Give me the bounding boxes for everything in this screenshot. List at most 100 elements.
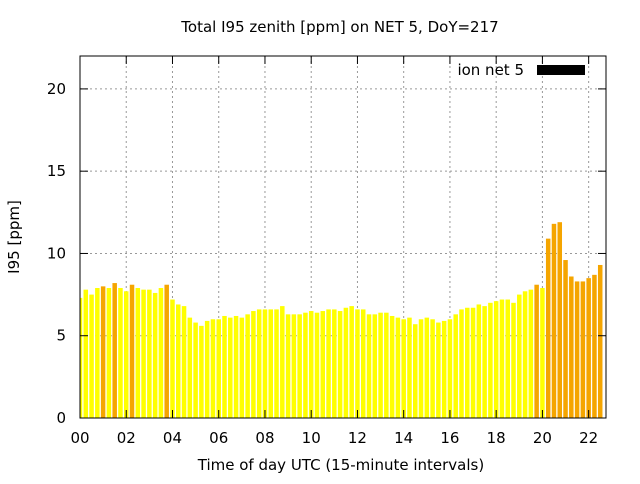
bar: [152, 292, 158, 418]
x-tick-label: 22: [579, 429, 598, 447]
bar: [424, 317, 430, 418]
bar: [187, 317, 193, 418]
bar: [280, 306, 285, 418]
bar: [401, 319, 406, 418]
bar: [228, 317, 233, 418]
bar: [337, 311, 343, 418]
bar: [297, 314, 302, 418]
y-tick-label: 15: [47, 162, 66, 180]
bar: [493, 301, 499, 418]
bar: [355, 309, 360, 418]
bar: [141, 289, 146, 418]
x-tick-label: 04: [163, 429, 182, 447]
x-tick-label: 18: [487, 429, 506, 447]
bar: [488, 302, 493, 418]
bar: [389, 315, 395, 418]
bar: [476, 304, 482, 418]
bar: [366, 314, 372, 418]
bar: [326, 309, 331, 418]
bar: [176, 304, 181, 418]
legend-swatch: [537, 65, 585, 75]
bar: [418, 319, 424, 418]
bar: [465, 307, 470, 418]
bar: [459, 309, 464, 418]
bar: [453, 314, 458, 418]
bar: [545, 238, 551, 418]
bar: [511, 302, 516, 418]
bar: [447, 319, 453, 418]
bar: [551, 223, 557, 418]
bar: [540, 288, 545, 418]
chart-title: Total I95 zenith [ppm] on NET 5, DoY=217: [180, 18, 498, 36]
bar: [528, 289, 534, 418]
bar: [89, 294, 94, 418]
bar: [158, 288, 164, 418]
x-tick-label: 20: [533, 429, 552, 447]
y-tick-label: 10: [47, 244, 66, 262]
bar: [118, 288, 123, 418]
bar: [193, 322, 198, 418]
bar: [563, 260, 568, 418]
x-tick-label: 10: [302, 429, 321, 447]
bar: [308, 311, 314, 418]
bar: [384, 312, 389, 418]
y-axis-label: I95 [ppm]: [5, 200, 23, 274]
bar: [239, 317, 245, 418]
bar: [569, 276, 574, 418]
bar: [574, 281, 580, 418]
bar: [106, 288, 112, 418]
y-tick-label: 5: [56, 327, 66, 345]
bar: [199, 325, 204, 418]
bar: [332, 309, 337, 418]
bar: [597, 264, 603, 418]
x-tick-label: 14: [394, 429, 413, 447]
bar: [285, 314, 291, 418]
bar: [320, 311, 326, 418]
bar: [586, 278, 591, 418]
bar: [251, 311, 256, 418]
bar: [233, 315, 239, 418]
bar: [80, 297, 83, 418]
bar: [522, 291, 528, 418]
x-tick-label: 06: [209, 429, 228, 447]
x-tick-label: 08: [255, 429, 274, 447]
bar: [123, 291, 129, 418]
bar: [100, 286, 106, 418]
bar: [210, 319, 216, 418]
bar: [534, 284, 539, 418]
bars: [80, 222, 603, 418]
bar: [303, 312, 308, 418]
bar: [407, 317, 412, 418]
legend-label: ion net 5: [457, 61, 524, 79]
bar: [349, 306, 354, 418]
bar: [112, 283, 117, 418]
bar: [517, 294, 522, 418]
bar: [129, 284, 135, 418]
bar: [181, 306, 187, 418]
bar: [505, 299, 510, 418]
bar: [83, 289, 89, 418]
bar: [378, 312, 383, 418]
bar: [170, 299, 175, 418]
legend: ion net 5: [457, 61, 585, 79]
x-tick-label: 12: [348, 429, 367, 447]
bar: [430, 319, 435, 418]
bar: [441, 320, 447, 418]
bar: [256, 309, 262, 418]
bar: [436, 322, 441, 418]
x-tick-label: 02: [117, 429, 136, 447]
bar: [291, 314, 297, 418]
x-axis-label: Time of day UTC (15-minute intervals): [197, 456, 484, 474]
y-tick-label: 0: [56, 409, 66, 427]
bar: [164, 284, 169, 418]
y-tick-label: 20: [47, 80, 66, 98]
bar: [470, 307, 476, 418]
bar: [412, 324, 418, 418]
bar: [216, 319, 221, 418]
x-tick-label: 16: [440, 429, 459, 447]
bar: [343, 307, 349, 418]
bar: [580, 281, 586, 418]
bar: [482, 306, 487, 418]
